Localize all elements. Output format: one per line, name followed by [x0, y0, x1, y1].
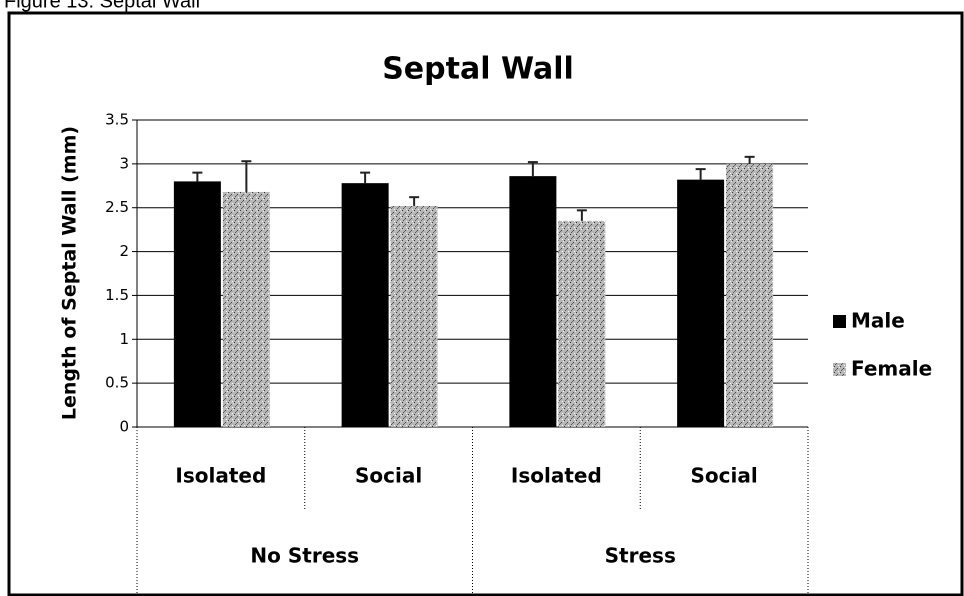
y-tick-label: 0.5	[105, 374, 129, 392]
x-tick-label: Isolated	[175, 464, 266, 488]
bar	[509, 176, 557, 427]
legend-swatch	[833, 315, 846, 328]
caption: Figure 13: Septal Wall	[4, 0, 200, 12]
y-tick-label: 0	[119, 418, 129, 436]
x-tick-label: Social	[355, 464, 422, 488]
y-tick-label: 3.5	[105, 111, 129, 129]
x-tick-label: Social	[691, 464, 758, 488]
bar	[173, 181, 221, 427]
bar	[558, 220, 606, 427]
legend-swatch	[833, 363, 846, 376]
frame	[7, 11, 964, 596]
group-label: Stress	[605, 544, 676, 568]
y-tick-label: 2	[119, 242, 129, 260]
y-tick-label: 1	[119, 330, 129, 348]
group-label: No Stress	[250, 544, 359, 568]
legend-label: Male	[851, 309, 905, 333]
y-tick-label: 3	[119, 154, 129, 172]
y-tick-label: 1.5	[105, 286, 129, 304]
bar	[341, 183, 389, 427]
chart-title: Septal Wall	[382, 52, 574, 87]
bar	[390, 205, 438, 427]
bar	[677, 179, 725, 427]
bar	[726, 163, 774, 427]
x-tick-label: Isolated	[511, 464, 602, 488]
y-axis-label: Length of Septal Wall (mm)	[59, 126, 81, 420]
legend-label: Female	[851, 357, 932, 381]
y-tick-label: 2.5	[105, 198, 129, 216]
bar	[222, 191, 270, 427]
